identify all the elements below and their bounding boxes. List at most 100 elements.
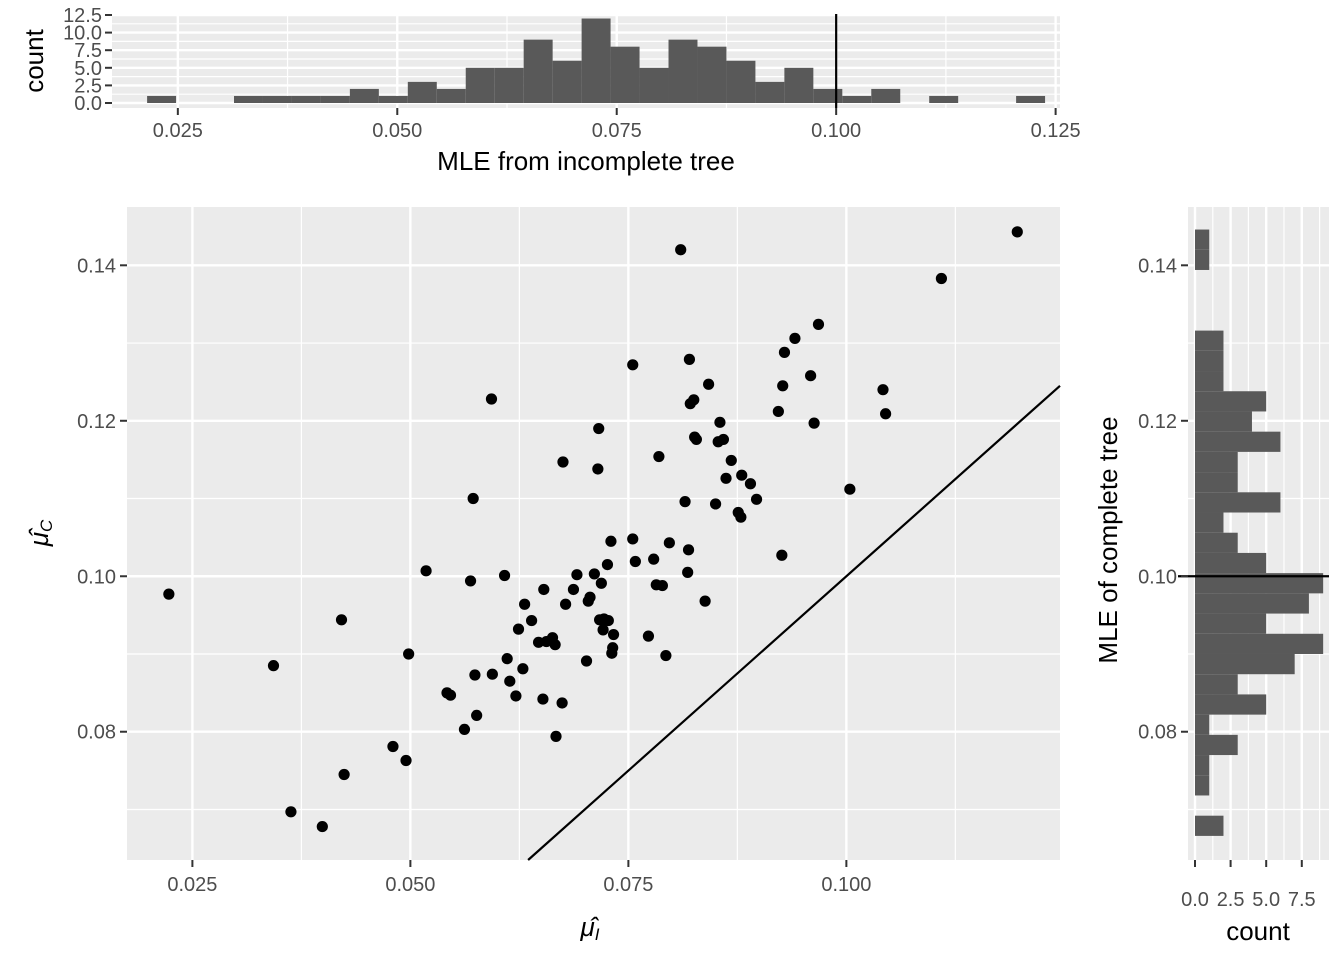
top-histogram-bar <box>668 39 698 103</box>
right-histogram-bars <box>1195 229 1324 836</box>
scatter-point <box>597 624 609 636</box>
top-histogram-bar <box>147 95 177 103</box>
scatter-point <box>627 533 639 545</box>
scatter-point <box>805 370 817 382</box>
right-histogram-bar <box>1195 431 1281 452</box>
scatter-point <box>556 697 568 709</box>
scatter-point <box>683 353 696 365</box>
right-histogram-x-title: count <box>1226 916 1290 946</box>
scatter-point <box>510 690 522 702</box>
right-histogram: 0.0 2.5 5.0 7.5 0.08 0.10 0.12 0.14 count MLE … <box>1093 207 1329 946</box>
right-histogram-bar <box>1195 734 1238 756</box>
scatter-point <box>877 384 889 396</box>
top-y-tick-label: 5.0 <box>74 58 102 80</box>
scatter-point <box>656 579 668 592</box>
scatter-point <box>720 472 732 484</box>
scatter-point <box>702 378 715 390</box>
scatter-point <box>736 469 748 481</box>
right-histogram-bar <box>1195 552 1267 574</box>
right-histogram-bar <box>1195 633 1324 654</box>
scatter-point <box>550 730 562 742</box>
scatter-point <box>400 754 412 767</box>
scatter-point <box>642 630 655 642</box>
top-histogram-bar <box>291 95 321 103</box>
top-y-tick-label: 10.0 <box>63 23 102 45</box>
top-histogram-bar <box>726 60 756 103</box>
right-histogram-bar <box>1195 371 1224 392</box>
right-histogram-bar <box>1195 391 1267 412</box>
scatter-point <box>880 408 892 420</box>
top-histogram: 0.025 0.050 0.075 0.100 0.125 0.02.55.07.510… <box>19 5 1081 176</box>
right-histogram-bar <box>1195 350 1224 372</box>
scatter-point <box>335 614 348 626</box>
scatter-point <box>648 553 660 565</box>
top-histogram-bar <box>784 67 814 103</box>
right-histogram-bar <box>1195 532 1238 553</box>
scatter-point <box>571 569 583 581</box>
scatter-point <box>580 655 593 667</box>
top-histogram-bar <box>842 95 872 103</box>
scatter-point <box>663 537 675 549</box>
scatter-point <box>559 598 572 610</box>
right-y-tick-label: 0.10 <box>1138 566 1177 588</box>
scatter-y-tick-label: 0.14 <box>77 255 116 277</box>
top-histogram-x-ticks: 0.025 0.050 0.075 0.100 0.125 <box>153 108 1081 142</box>
scatter-x-tick-label: 0.100 <box>821 874 871 896</box>
scatter-point <box>267 660 280 672</box>
top-histogram-x-title: MLE from incomplete tree <box>437 146 735 176</box>
scatter-point <box>486 668 498 680</box>
scatter-point <box>690 433 702 446</box>
scatter-point <box>584 591 596 603</box>
right-histogram-bar <box>1195 694 1267 715</box>
right-x-tick-label: 5.0 <box>1252 889 1280 911</box>
scatter-point <box>471 709 483 722</box>
scatter-point <box>699 595 711 607</box>
right-histogram-bar <box>1195 674 1238 695</box>
top-histogram-bar <box>436 88 466 103</box>
scatter-x-tick-label: 0.025 <box>167 874 217 896</box>
scatter-point <box>387 740 399 753</box>
scatter-point <box>420 565 432 577</box>
top-histogram-bar <box>262 95 292 103</box>
scatter-point <box>605 535 617 547</box>
scatter-y-ticks: 0.08 0.10 0.12 0.14 <box>77 255 127 744</box>
scatter-point <box>808 417 820 429</box>
top-x-tick-label: 0.100 <box>811 120 861 142</box>
top-y-tick-label: 12.5 <box>63 5 102 27</box>
scatter-y-tick-label: 0.12 <box>77 411 116 433</box>
right-histogram-x-ticks: 0.0 2.5 5.0 7.5 <box>1181 860 1316 911</box>
scatter-identity-line <box>527 384 1061 861</box>
scatter-point <box>744 478 757 490</box>
scatter-point <box>338 768 350 781</box>
scatter-point <box>812 318 825 330</box>
scatter-point <box>557 456 569 468</box>
scatter-y-title-sub: C <box>37 519 56 532</box>
right-histogram-bar <box>1195 472 1238 493</box>
scatter-identity-line <box>527 384 1061 861</box>
top-y-tick-label: 2.5 <box>74 75 102 97</box>
top-histogram-bar <box>929 95 959 103</box>
right-histogram-bar <box>1195 512 1224 533</box>
scatter-point <box>679 496 691 508</box>
scatter-point <box>316 820 328 833</box>
scatter-y-title-main: μ̂ <box>24 527 54 547</box>
scatter-point <box>714 416 726 428</box>
right-y-tick-label: 0.14 <box>1138 255 1177 277</box>
right-histogram-bar <box>1195 229 1210 250</box>
right-histogram-bar <box>1195 451 1238 473</box>
scatter-point <box>567 583 580 596</box>
scatter-y-tick-label: 0.10 <box>77 566 116 588</box>
right-histogram-bar <box>1195 653 1295 675</box>
scatter-point <box>501 653 513 665</box>
right-histogram-bar <box>1195 249 1210 270</box>
scatter-point <box>537 693 549 705</box>
scatter-point <box>602 614 614 627</box>
scatter-point <box>935 272 948 285</box>
right-y-tick-label: 0.12 <box>1138 411 1177 433</box>
right-histogram-y-ticks: 0.08 0.10 0.12 0.14 <box>1138 255 1188 744</box>
scatter-point <box>653 450 665 463</box>
scatter-x-title-sub: I <box>595 925 600 944</box>
scatter-point <box>464 575 477 587</box>
scatter-point <box>519 598 531 610</box>
